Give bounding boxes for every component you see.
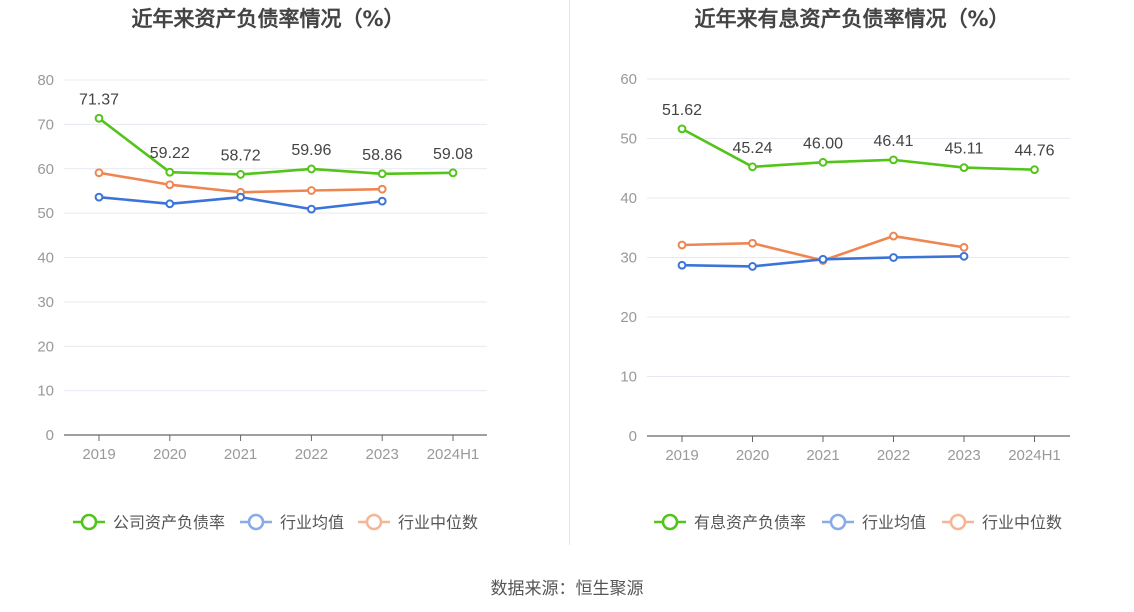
data-label: 58.72 [221,147,261,164]
data-point [165,199,175,209]
chart-2: 近年来有息资产负债率情况（%） 0 10 20 30 40 50 60 2019 2020 2021… [620,7,1070,532]
data-label: 59.22 [150,145,190,162]
x-tick-label: 2021 [806,447,839,464]
x-tick-label: 2020 [153,446,186,463]
data-point [94,168,104,178]
data-label: 51.62 [662,102,702,119]
data-point [818,157,828,167]
y-tick-label: 30 [620,250,637,267]
data-label: 46.00 [803,135,843,152]
data-point [448,168,458,178]
data-point [677,260,687,270]
series-line [98,117,454,176]
y-tick-label: 70 [37,116,54,133]
chart-title: 近年来有息资产负债率情况（%） [694,7,1009,31]
data-point [94,192,104,202]
chart-1: 近年来资产负债率情况（%） 0 10 20 30 40 50 60 70 80 2019 2020 20… [37,7,487,532]
legend-marker-circle [247,513,265,531]
legend-label: 行业均值 [280,513,344,532]
legend-label: 行业均值 [862,513,926,532]
y-tick-label: 0 [46,427,54,444]
y-tick-label: 50 [620,131,637,148]
x-tick-label: 2023 [366,446,399,463]
x-tick-label: 2019 [665,447,698,464]
data-label: 59.08 [433,146,473,163]
x-tick-label: 2021 [224,446,257,463]
data-point [94,113,104,123]
data-point [307,186,316,195]
y-tick-label: 80 [37,72,54,89]
data-label: 45.11 [945,141,984,158]
data-point [748,162,757,172]
x-tick-label: 2024H1 [1008,447,1061,464]
data-point [236,170,246,179]
y-tick-label: 40 [37,250,54,267]
y-tick-label: 50 [37,205,54,222]
data-point [959,242,969,252]
data-point [889,155,898,165]
data-point [165,180,175,190]
legend-marker-circle [365,513,383,531]
legend-marker-circle [949,513,967,531]
data-point [748,262,757,271]
y-tick-label: 60 [37,161,54,178]
data-point [889,253,898,262]
data-point [236,192,246,202]
legend-marker-circle [829,513,847,531]
data-point [889,231,898,241]
data-label: 44.76 [1014,143,1054,160]
data-label: 45.24 [732,140,772,157]
y-tick-label: 10 [37,383,54,400]
data-label: 71.37 [79,91,119,108]
x-tick-label: 2024H1 [427,446,480,463]
data-point [959,251,969,261]
data-label: 46.41 [873,133,913,150]
legend-marker-circle [80,513,98,531]
panel-divider [569,0,570,545]
y-tick-label: 20 [620,309,637,326]
data-point [307,204,316,214]
data-point [959,163,969,172]
data-label: 59.96 [291,142,331,159]
data-point [377,169,387,179]
legend-label: 行业中位数 [398,513,478,532]
y-tick-label: 30 [37,294,54,311]
legend-label: 有息资产负债率 [694,513,806,532]
x-tick-label: 2022 [295,446,328,463]
series-line [681,127,1035,171]
y-tick-label: 40 [620,190,637,207]
y-tick-label: 60 [620,71,637,88]
legend-label: 公司资产负债率 [113,513,225,532]
data-point [677,240,687,250]
x-tick-label: 2022 [877,447,910,464]
data-point [377,184,387,194]
chart-title: 近年来资产负债率情况（%） [131,7,404,31]
x-tick-label: 2019 [82,446,115,463]
data-point [165,167,175,177]
data-source-note: 数据来源：恒生聚源 [490,579,644,599]
x-tick-label: 2023 [947,447,980,464]
data-point [307,164,316,174]
data-point [818,254,828,264]
y-tick-label: 20 [37,338,54,355]
data-label: 58.86 [362,147,402,164]
legend-marker-circle [661,513,679,531]
x-tick-label: 2020 [736,447,769,464]
data-point [748,238,757,248]
y-tick-label: 10 [620,369,637,386]
data-point [1030,165,1039,175]
data-point [377,196,387,206]
y-tick-label: 0 [629,428,637,445]
data-point [677,124,687,134]
legend-label: 行业中位数 [982,513,1062,532]
